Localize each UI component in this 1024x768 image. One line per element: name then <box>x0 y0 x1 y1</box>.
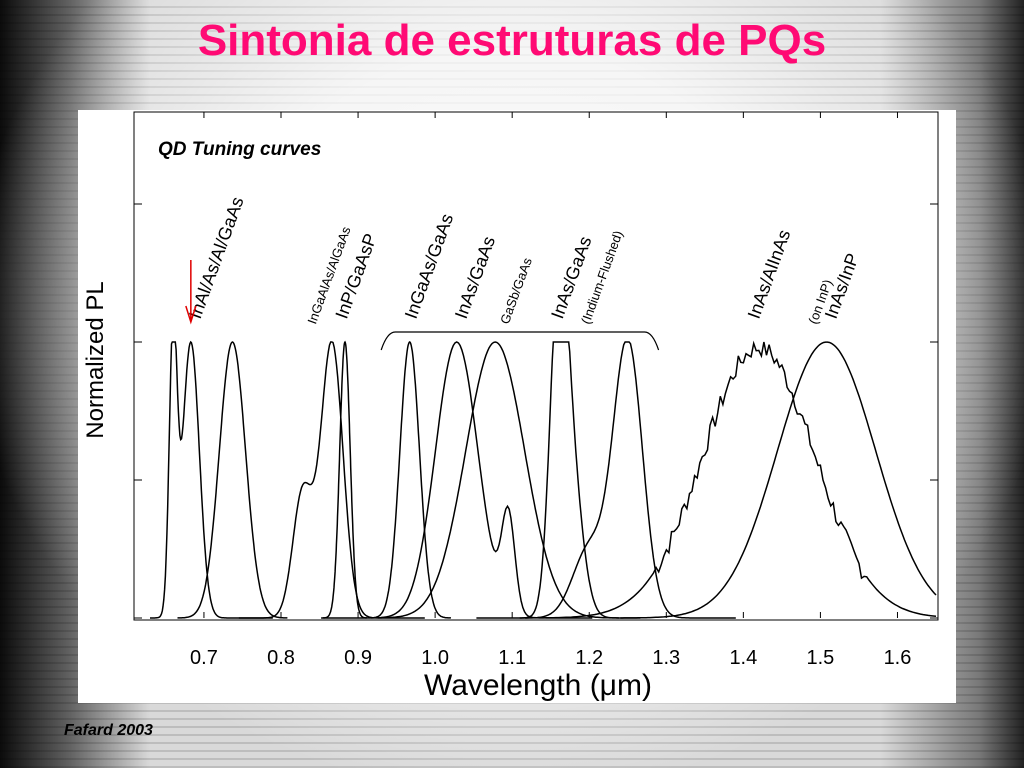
pl-curve <box>177 341 288 619</box>
pl-curve <box>322 340 368 619</box>
red-arrow-icon <box>185 260 197 325</box>
x-tick-label: 1.0 <box>421 647 449 669</box>
x-tick-label: 1.4 <box>729 647 757 669</box>
x-tick-label: 0.9 <box>344 647 372 669</box>
pl-curve <box>150 340 273 619</box>
source-credit: Fafard 2003 <box>64 722 153 739</box>
x-tick-label: 1.1 <box>498 647 526 669</box>
group-bracket <box>380 331 660 351</box>
slide-title: Sintonia de estruturas de PQs <box>197 16 827 65</box>
x-tick-label: 0.7 <box>190 647 218 669</box>
tuning-curves-chart: 0.7 0.8 0.9 1.0 1.1 1.2 1.3 1.4 1.5 1.6 InAl/As/A… <box>82 111 939 702</box>
x-tick-label: 1.6 <box>884 647 912 669</box>
pl-curve <box>238 341 425 619</box>
y-ticks <box>134 203 938 619</box>
curves <box>150 340 937 619</box>
pl-curve <box>476 341 641 619</box>
x-ticks: 0.7 0.8 0.9 1.0 1.1 1.2 1.3 1.4 1.5 1.6 <box>190 112 911 669</box>
x-tick-label: 0.8 <box>267 647 295 669</box>
annotations <box>185 260 660 351</box>
curve-label: InAs/AlInAs <box>744 227 795 321</box>
plot-frame <box>133 111 939 621</box>
chart-figure: 0.7 0.8 0.9 1.0 1.1 1.2 1.3 1.4 1.5 1.6 InAl/As/A… <box>78 110 956 703</box>
curve-label: InGaAs/GaAs <box>401 211 457 321</box>
pl-curve <box>620 341 937 619</box>
x-tick-label: 1.5 <box>807 647 835 669</box>
pl-curve <box>519 341 736 619</box>
x-tick-label: 1.3 <box>652 647 680 669</box>
curve-label: GaSb/GaAs <box>497 255 535 326</box>
pl-curve <box>368 341 452 619</box>
pl-curve <box>371 341 619 619</box>
curve-label: InAs/GaAs <box>451 234 499 322</box>
chart-title: QD Tuning curves <box>158 139 321 160</box>
y-axis-label: Normalized PL <box>82 281 109 438</box>
pl-curve <box>525 340 937 619</box>
x-tick-label: 1.2 <box>575 647 603 669</box>
curve-label: InAl/As/Al/GaAs <box>185 194 248 321</box>
x-axis-label: Wavelength (μm) <box>424 669 652 702</box>
